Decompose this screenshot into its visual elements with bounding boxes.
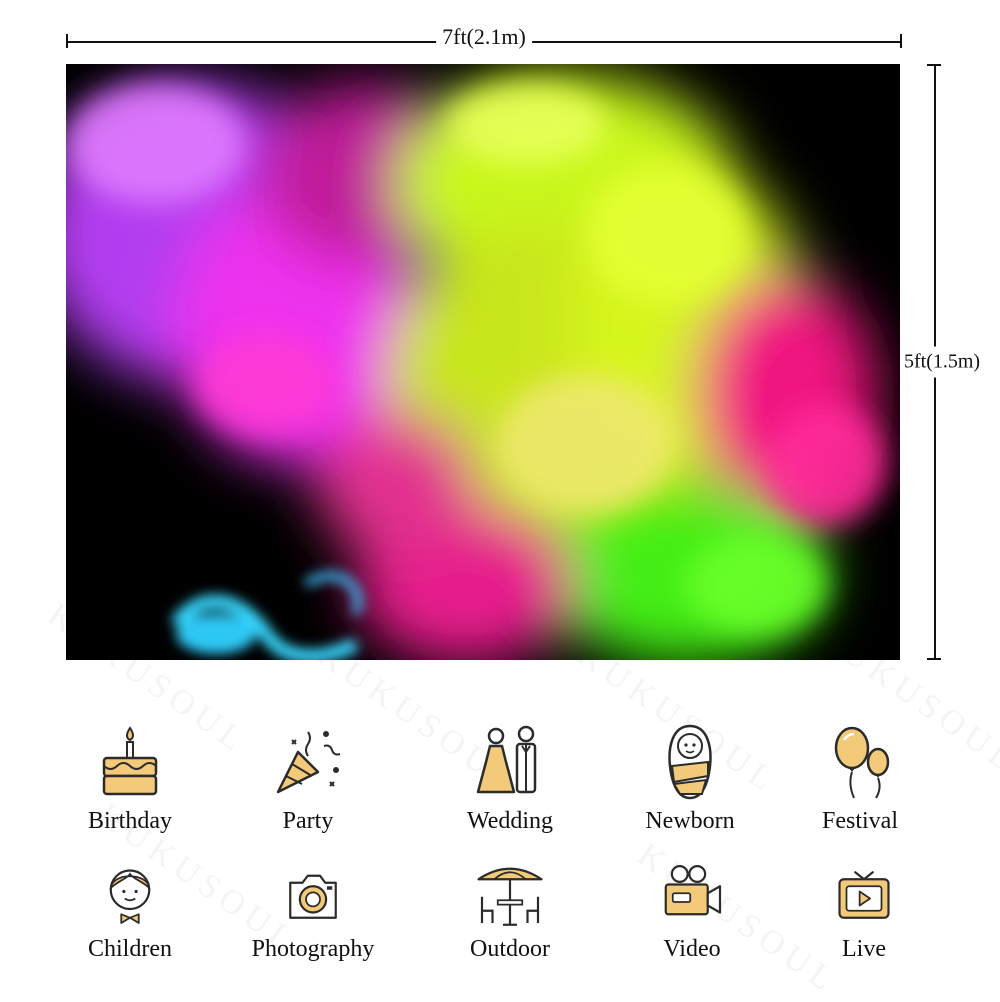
feature-label: Birthday xyxy=(88,808,172,834)
patio-umbrella-icon xyxy=(477,867,543,926)
video-camera-icon xyxy=(664,865,722,916)
feature-live: Live xyxy=(789,860,939,963)
feature-newborn: Newborn xyxy=(615,722,765,835)
backdrop-photo xyxy=(66,64,900,660)
feature-party: Party xyxy=(233,722,383,835)
height-dimension-cap-top xyxy=(927,64,941,66)
width-dimension-cap-left xyxy=(66,34,68,48)
width-label: 7ft(2.1m) xyxy=(436,24,532,50)
feature-label: Festival xyxy=(822,808,898,834)
width-dimension: 7ft(2.1m) xyxy=(66,24,902,50)
wedding-couple-icon xyxy=(476,725,537,794)
feature-video: Video xyxy=(617,860,767,963)
party-popper-icon xyxy=(276,731,341,794)
balloons-icon xyxy=(834,726,890,799)
feature-label: Newborn xyxy=(645,808,735,834)
feature-label: Outdoor xyxy=(470,936,550,962)
feature-label: Wedding xyxy=(466,808,554,834)
feature-label: Photography xyxy=(251,936,375,962)
smoke-illustration xyxy=(66,64,900,660)
feature-photography: Photography xyxy=(238,860,388,963)
feature-label: Video xyxy=(663,936,721,962)
feature-label: Party xyxy=(282,808,334,834)
height-dimension: 5ft(1.5m) xyxy=(904,64,981,660)
feature-birthday: Birthday xyxy=(55,722,205,835)
height-label: 5ft(1.5m) xyxy=(904,346,981,378)
live-tv-icon xyxy=(838,871,890,919)
feature-label: Live xyxy=(842,936,886,962)
child-icon xyxy=(109,869,151,924)
feature-wedding: Wedding xyxy=(435,722,585,835)
height-dimension-cap-bottom xyxy=(927,658,941,660)
camera-icon xyxy=(289,874,337,919)
feature-label: Children xyxy=(88,936,172,962)
newborn-baby-icon xyxy=(668,724,712,800)
birthday-cake-icon xyxy=(102,726,158,796)
feature-festival: Festival xyxy=(785,722,935,835)
feature-children: Children xyxy=(55,860,205,963)
feature-outdoor: Outdoor xyxy=(435,860,585,963)
width-dimension-cap-right xyxy=(900,34,902,48)
